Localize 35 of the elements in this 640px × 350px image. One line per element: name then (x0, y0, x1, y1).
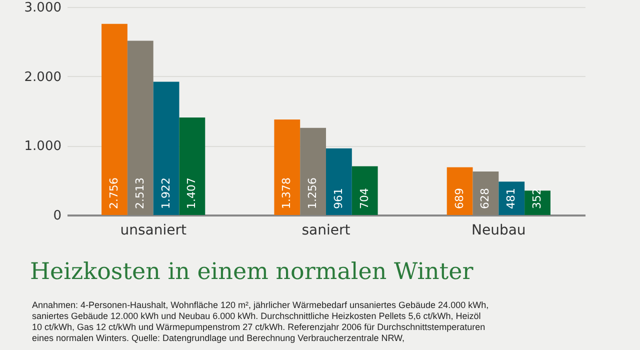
data-label: 704 (358, 188, 371, 209)
bar (102, 24, 128, 215)
bar (326, 148, 352, 215)
data-label: 689 (452, 188, 466, 209)
bar (179, 117, 206, 215)
data-label: 352 (530, 188, 544, 209)
bar (498, 182, 525, 215)
bar (127, 40, 154, 215)
y-tick-label: 1.000 (24, 139, 62, 154)
bar (153, 82, 180, 215)
text: 10 ct/kWh, Gas 12 ct/kWh und Wärmepumpenstrom 27 ct/kWh. Referenzjahr 2006 für Durchschnittstemperaturen (32, 322, 486, 332)
data-label: 628 (478, 188, 492, 209)
x-tick-label: Neubau (472, 222, 526, 238)
x-tick-label: unsaniert (120, 222, 187, 238)
bar (352, 166, 378, 215)
y-tick-label: 0 (53, 208, 62, 224)
y-tick-label: 3.000 (24, 0, 62, 16)
data-label: 481 (504, 188, 518, 209)
bar (446, 167, 473, 215)
text: eines normalen Winters. Quelle: Datengrundlage und Berechnung Verbraucherzentrale NRW, (32, 333, 405, 343)
text: saniertes Gebäude 12.000 kWh und Neubau 6.000 kWh. Durchschnittliche Heizkosten Pellets 5,6 ct/kWh, Heizöl (32, 311, 481, 321)
data-label: 1.407 (185, 178, 198, 209)
y-tick-label: 2.000 (24, 70, 62, 85)
data-label: 1.378 (280, 178, 294, 209)
bar (274, 119, 300, 215)
data-label: 2.513 (133, 178, 146, 209)
text: Annahmen: 4-Personen-Haushalt, Wohnfläche 120 m², jährlicher Wärmebedarf unsaniertes Gebäude 24.000 kWh, (32, 300, 489, 310)
bar (300, 128, 326, 215)
bar (472, 171, 499, 215)
data-label: 2.756 (107, 178, 120, 209)
data-label: 1.922 (159, 178, 172, 209)
text: Heizkosten in einem normalen Winter (30, 259, 474, 285)
data-label: 1.256 (306, 178, 320, 209)
x-tick-label: saniert (302, 222, 351, 238)
data-label: 961 (332, 188, 345, 209)
